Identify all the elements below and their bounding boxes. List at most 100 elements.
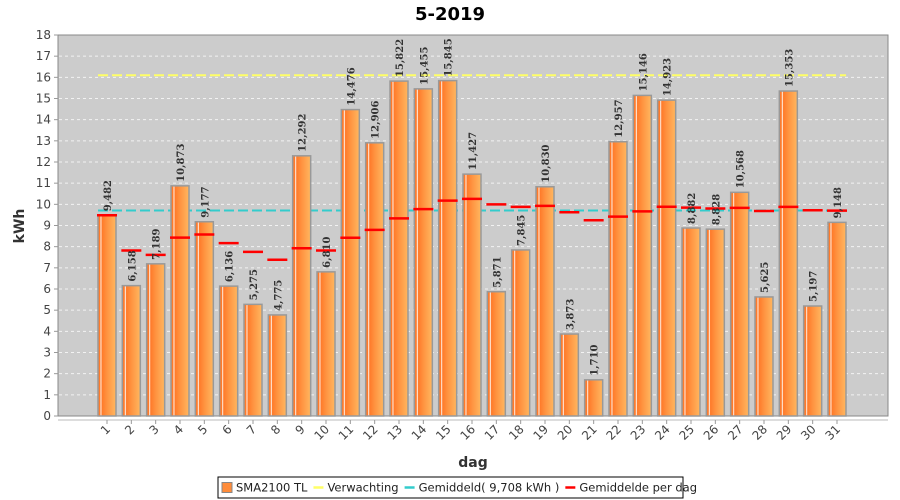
value-label: 14,923 [663, 58, 674, 96]
value-label: 10,830 [541, 144, 552, 182]
bar-day-22[interactable] [608, 140, 628, 417]
y-tick-label: 1 [43, 388, 51, 402]
bar-day-2[interactable] [121, 284, 142, 417]
value-label: 15,353 [784, 49, 795, 87]
bar-day-18[interactable] [510, 249, 531, 417]
value-label: 8,882 [687, 193, 698, 224]
bar-day-6[interactable] [218, 285, 239, 417]
x-axis: 1 2 3 4 5 6 7 8 9 10 11 12 13 14 15 16 17 18 19 20 21 22 23 24 2… [58, 419, 888, 443]
bar-day-24[interactable] [656, 99, 677, 417]
value-label: 5,871 [492, 256, 503, 287]
value-labels: 9,482 6,158 7,189 10,873 9,177 6,136 5,275 4,77… [103, 38, 844, 376]
daily-average-markers [97, 197, 847, 261]
bar-day-17[interactable] [486, 290, 507, 417]
bar-day-11[interactable] [340, 108, 361, 417]
y-tick-label: 3 [43, 346, 51, 360]
value-label: 9,482 [103, 180, 114, 211]
value-label: 10,568 [736, 150, 747, 188]
x-tick-label: 4 [171, 422, 186, 437]
bar-day-5[interactable] [194, 221, 215, 417]
x-tick-label: 1 [98, 422, 113, 437]
value-label: 7,845 [517, 215, 528, 246]
bar-day-1[interactable] [97, 214, 117, 417]
x-tick-label: 24 [652, 422, 673, 443]
x-tick-label: 8 [268, 422, 283, 437]
y-tick-label: 6 [43, 282, 51, 296]
bar-day-8[interactable] [267, 314, 288, 417]
bar-day-31[interactable] [827, 221, 847, 417]
x-tick-label: 7 [244, 422, 259, 437]
y-tick-label: 11 [36, 176, 51, 190]
bar-day-14[interactable] [413, 88, 434, 417]
value-label: 1,710 [590, 344, 601, 375]
bar-day-26[interactable] [705, 228, 726, 417]
x-tick-label: 2 [122, 422, 137, 437]
y-tick-label: 2 [43, 367, 51, 381]
x-tick-label: 19 [530, 422, 551, 443]
bar-day-27[interactable] [729, 191, 750, 417]
y-tick-label: 9 [43, 219, 51, 233]
bar-day-28[interactable] [754, 296, 774, 417]
bar-day-23[interactable] [632, 94, 653, 417]
bar-day-19[interactable] [535, 186, 555, 417]
bar-day-3[interactable] [145, 263, 166, 417]
value-label: 10,873 [176, 144, 187, 182]
y-tick-label: 5 [43, 303, 51, 317]
x-tick-label: 16 [457, 422, 478, 443]
bar-day-13[interactable] [389, 80, 409, 417]
value-label: 4,775 [273, 280, 284, 311]
value-label: 7,189 [152, 228, 163, 259]
value-label: 15,146 [638, 53, 649, 91]
value-label: 5,275 [249, 269, 260, 300]
legend-label: Verwachting [327, 481, 398, 495]
bar-day-12[interactable] [364, 142, 385, 417]
x-tick-label: 10 [311, 422, 332, 443]
value-label: 15,845 [444, 38, 455, 76]
x-tick-label: 11 [336, 422, 357, 443]
value-label: 8,828 [711, 194, 722, 225]
bar-day-4[interactable] [170, 185, 190, 417]
x-tick-label: 31 [822, 422, 843, 443]
y-tick-label: 12 [36, 155, 51, 169]
value-label: 15,822 [395, 39, 406, 77]
x-tick-label: 18 [506, 422, 527, 443]
bar-day-9[interactable] [291, 155, 312, 417]
bar-day-7[interactable] [243, 303, 263, 417]
legend-label: SMA2100 TL [236, 481, 308, 495]
x-tick-label: 3 [146, 422, 161, 437]
x-tick-label: 5 [195, 422, 210, 437]
bar-day-25[interactable] [681, 227, 701, 417]
value-label: 5,625 [760, 262, 771, 293]
legend-swatch-bar [221, 482, 233, 493]
x-tick-label: 21 [579, 422, 600, 443]
x-tick-label: 25 [676, 422, 697, 443]
y-tick-label: 14 [36, 113, 51, 127]
y-tick-label: 10 [36, 197, 51, 211]
x-tick-label: 13 [384, 422, 405, 443]
x-tick-label: 27 [725, 422, 746, 443]
bar-day-16[interactable] [462, 173, 482, 417]
x-tick-label: 28 [749, 422, 770, 443]
value-label: 6,810 [322, 236, 333, 267]
legend: SMA2100 TL Verwachting Gemiddeld( 9,708 kW… [217, 476, 697, 499]
x-tick-label: 6 [219, 422, 234, 437]
value-label: 11,427 [468, 132, 479, 170]
y-tick-label: 16 [36, 70, 51, 84]
bar-day-10[interactable] [316, 271, 336, 417]
y-tick-label: 0 [43, 409, 51, 423]
y-tick-label: 15 [36, 92, 51, 106]
bar-day-15[interactable] [437, 79, 458, 417]
y-tick-label: 4 [43, 324, 51, 338]
bar-day-30[interactable] [802, 305, 823, 417]
bar-day-21[interactable] [583, 379, 604, 417]
value-label: 5,197 [809, 271, 820, 302]
x-tick-label: 22 [603, 422, 624, 443]
bar-day-29[interactable] [778, 90, 799, 417]
value-label: 15,455 [419, 47, 430, 85]
x-tick-label: 9 [292, 422, 307, 437]
value-label: 12,957 [614, 99, 625, 137]
bar-day-20[interactable] [559, 333, 580, 417]
x-tick-label: 30 [798, 422, 819, 443]
x-tick-label: 14 [409, 422, 430, 443]
